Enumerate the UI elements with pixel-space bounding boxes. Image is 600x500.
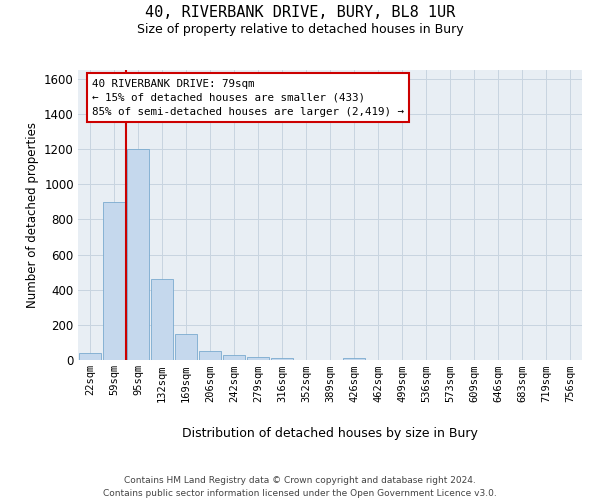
Text: Contains HM Land Registry data © Crown copyright and database right 2024.
Contai: Contains HM Land Registry data © Crown c… (103, 476, 497, 498)
Text: 40 RIVERBANK DRIVE: 79sqm
← 15% of detached houses are smaller (433)
85% of semi: 40 RIVERBANK DRIVE: 79sqm ← 15% of detac… (92, 79, 404, 117)
Bar (343, 358, 365, 360)
Bar (247, 358, 269, 360)
Text: 40, RIVERBANK DRIVE, BURY, BL8 1UR: 40, RIVERBANK DRIVE, BURY, BL8 1UR (145, 5, 455, 20)
Bar (271, 358, 293, 360)
Bar (103, 202, 125, 360)
Bar (127, 149, 149, 360)
Bar (79, 353, 101, 360)
Bar (151, 279, 173, 360)
Bar (175, 334, 197, 360)
Y-axis label: Number of detached properties: Number of detached properties (26, 122, 38, 308)
Bar (199, 351, 221, 360)
Text: Size of property relative to detached houses in Bury: Size of property relative to detached ho… (137, 22, 463, 36)
Bar (223, 354, 245, 360)
Text: Distribution of detached houses by size in Bury: Distribution of detached houses by size … (182, 428, 478, 440)
